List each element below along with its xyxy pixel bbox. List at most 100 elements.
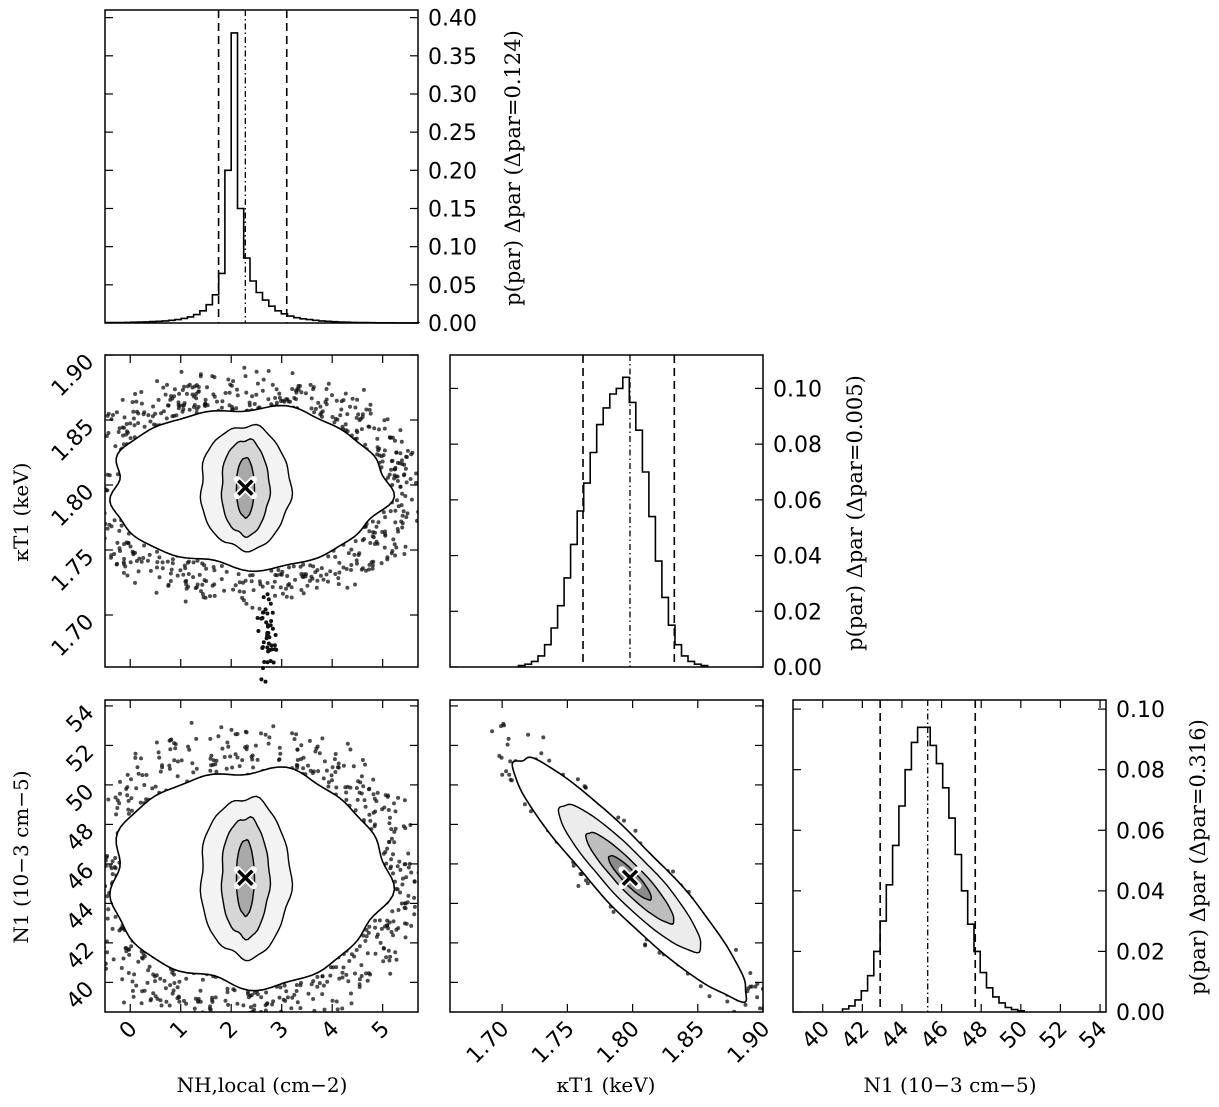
s-kt-nh-sample-point <box>244 601 249 606</box>
s-n-nh-sample-point <box>391 871 395 876</box>
s-kt-nh-sample-point <box>97 435 101 439</box>
s-kt-nh-sample-point <box>191 405 196 409</box>
s-kt-nh-sample-point <box>195 558 200 563</box>
s-kt-nh-sample-point <box>100 464 104 468</box>
s-kt-nh-sample-point <box>402 552 407 556</box>
s-kt-nh-sample-point <box>353 405 358 410</box>
s-n-nh-sample-point <box>86 813 90 817</box>
s-n-nh-sample-point <box>113 795 118 800</box>
s-n-nh-sample-point <box>330 998 335 1003</box>
s-n-nh-sample-point <box>294 732 299 737</box>
s-n-nh-sample-point <box>210 995 215 1000</box>
s-n-nh-sample-point <box>385 846 390 851</box>
s-n-nh-sample-point <box>419 873 423 877</box>
s-n-nh-sample-point <box>306 991 311 996</box>
s-n-nh-sample-point <box>214 769 219 774</box>
s-n-nh-sample-point <box>385 923 390 928</box>
s-n-nh-sample-point <box>97 958 101 962</box>
s-n-kt-sample-point <box>526 732 531 737</box>
s-kt-nh-sample-point <box>185 560 190 565</box>
s-n-nh-sample-point <box>387 821 392 826</box>
s-kt-nh-sample-point <box>360 566 365 571</box>
s-n-nh-sample-point <box>334 999 339 1004</box>
s-kt-nh-sample-point <box>182 384 187 389</box>
s-kt-nh-sample-point <box>364 407 369 412</box>
p-nh-ytick-label: 0.35 <box>428 45 477 70</box>
s-kt-nh-sample-point <box>136 411 141 416</box>
s-kt-nh-sample-point <box>343 391 348 396</box>
s-kt-nh-sample-point <box>223 391 228 395</box>
s-n-nh-sample-point <box>349 952 354 957</box>
s-n-nh-sample-point <box>170 991 175 996</box>
s-kt-nh-sample-point <box>312 410 317 415</box>
s-kt-nh-sample-point <box>210 583 215 588</box>
s-n-nh-sample-point <box>244 730 249 735</box>
s-kt-nh-sample-point <box>405 448 410 453</box>
s-n-kt-sample-point <box>753 984 758 989</box>
s-kt-nh-sample-point <box>120 425 125 430</box>
s-kt-nh-sample-point <box>205 385 209 390</box>
s-kt-nh-sample-point <box>190 392 195 397</box>
s-kt-nh-sample-point <box>200 582 205 587</box>
s-n-nh-sample-point <box>125 772 130 777</box>
s-kt-nh-sample-point <box>338 413 343 418</box>
s-n-nh-sample-point <box>384 861 389 866</box>
s-n-nh-sample-point <box>418 857 422 861</box>
s-n-nh-xtick-label: 5 <box>367 1017 395 1045</box>
s-n-nh-sample-point <box>171 988 176 993</box>
s-kt-nh-sample-point <box>353 539 358 544</box>
s-kt-nh-sample-point <box>212 568 217 573</box>
s-kt-nh-sample-point <box>243 374 248 379</box>
s-n-nh-sample-point <box>99 884 103 888</box>
s-n-nh-sample-point <box>175 774 180 779</box>
s-kt-nh-sample-point <box>355 430 360 435</box>
s-n-nh-sample-point <box>398 890 402 895</box>
s-kt-nh-sample-point <box>240 595 245 600</box>
s-n-nh-sample-point <box>398 867 403 872</box>
s-n-nh-sample-point <box>160 763 164 768</box>
p-nh-ytick-label: 0.25 <box>428 121 477 146</box>
s-kt-nh-sample-point <box>255 616 260 620</box>
s-kt-nh-sample-point <box>274 400 279 405</box>
s-kt-nh-sample-point <box>198 374 203 379</box>
s-kt-nh-sample-point <box>409 497 414 502</box>
s-n-nh-sample-point <box>138 800 143 805</box>
s-n-nh-sample-point <box>283 998 288 1003</box>
s-n-nh-sample-point <box>233 732 238 737</box>
s-kt-nh-sample-point <box>383 515 388 520</box>
p-n-histogram-step <box>841 726 1025 1012</box>
s-kt-nh-sample-point <box>136 421 141 426</box>
s-n-nh-sample-point <box>110 872 115 877</box>
s-n-nh-sample-point <box>330 778 334 783</box>
s-n-nh-sample-point <box>377 918 382 923</box>
s-kt-nh-sample-point <box>316 400 321 405</box>
s-n-nh-sample-point <box>213 762 218 767</box>
s-n-nh-sample-point <box>271 724 276 729</box>
s-kt-nh-sample-point <box>368 541 373 545</box>
s-n-nh-sample-point <box>386 948 391 953</box>
s-kt-nh-sample-point <box>241 580 245 585</box>
s-kt-nh-sample-point <box>131 416 136 421</box>
s-n-nh-sample-point <box>259 995 264 1000</box>
s-kt-nh-sample-point <box>87 455 91 459</box>
s-kt-nh-sample-point <box>148 419 153 424</box>
s-n-nh-sample-point <box>115 806 120 810</box>
s-n-nh-sample-point <box>403 862 408 867</box>
s-kt-nh-sample-point <box>181 572 186 577</box>
s-n-nh-sample-point <box>270 1002 275 1007</box>
s-kt-nh-sample-point <box>156 397 161 402</box>
s-kt-nh-sample-point <box>81 468 85 472</box>
s-n-nh-sample-point <box>213 995 218 1000</box>
s-kt-nh-sample-point <box>82 465 86 469</box>
s-n-nh-sample-point <box>256 1029 260 1033</box>
s-kt-nh-sample-point <box>130 549 135 554</box>
s-kt-nh-sample-point <box>196 404 201 409</box>
s-n-nh-sample-point <box>114 812 119 817</box>
s-n-nh-sample-point <box>192 1006 197 1011</box>
s-n-nh-sample-point <box>334 785 339 790</box>
s-kt-nh-sample-point <box>345 412 350 417</box>
s-n-nh-sample-point <box>142 988 147 993</box>
s-n-nh-sample-point <box>208 1004 213 1009</box>
s-n-nh-sample-point <box>301 766 306 771</box>
s-kt-nh-sample-point <box>90 482 94 486</box>
